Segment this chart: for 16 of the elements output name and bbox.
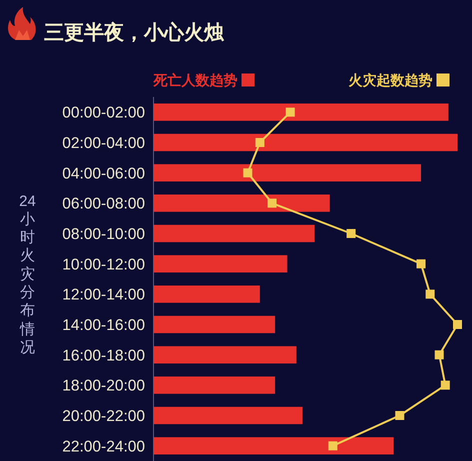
y-tick-label: 16:00-18:00 bbox=[62, 347, 145, 364]
chart-title: 三更半夜，小心火烛 bbox=[44, 22, 224, 44]
legend-label: 死亡人数趋势 bbox=[154, 72, 238, 88]
y-tick-label: 08:00-10:00 bbox=[62, 226, 145, 243]
y-tick-label: 04:00-06:00 bbox=[62, 165, 145, 182]
y-tick-label: 00:00-02:00 bbox=[62, 104, 145, 122]
y-tick-label: 10:00-12:00 bbox=[62, 256, 145, 274]
y-tick-label: 14:00-16:00 bbox=[62, 317, 145, 334]
y-tick-label: 02:00-04:00 bbox=[62, 135, 145, 152]
y-tick-label: 18:00-20:00 bbox=[62, 378, 145, 395]
y-tick-label: 06:00-08:00 bbox=[62, 196, 145, 213]
legend-label: 火灾起数趋势 bbox=[348, 72, 432, 88]
y-axis-title: 24小时火灾分布情况 bbox=[18, 192, 37, 358]
y-tick-label: 20:00-22:00 bbox=[62, 408, 145, 425]
y-tick-label: 12:00-14:00 bbox=[62, 286, 145, 304]
y-tick-label: 22:00-24:00 bbox=[62, 438, 145, 456]
